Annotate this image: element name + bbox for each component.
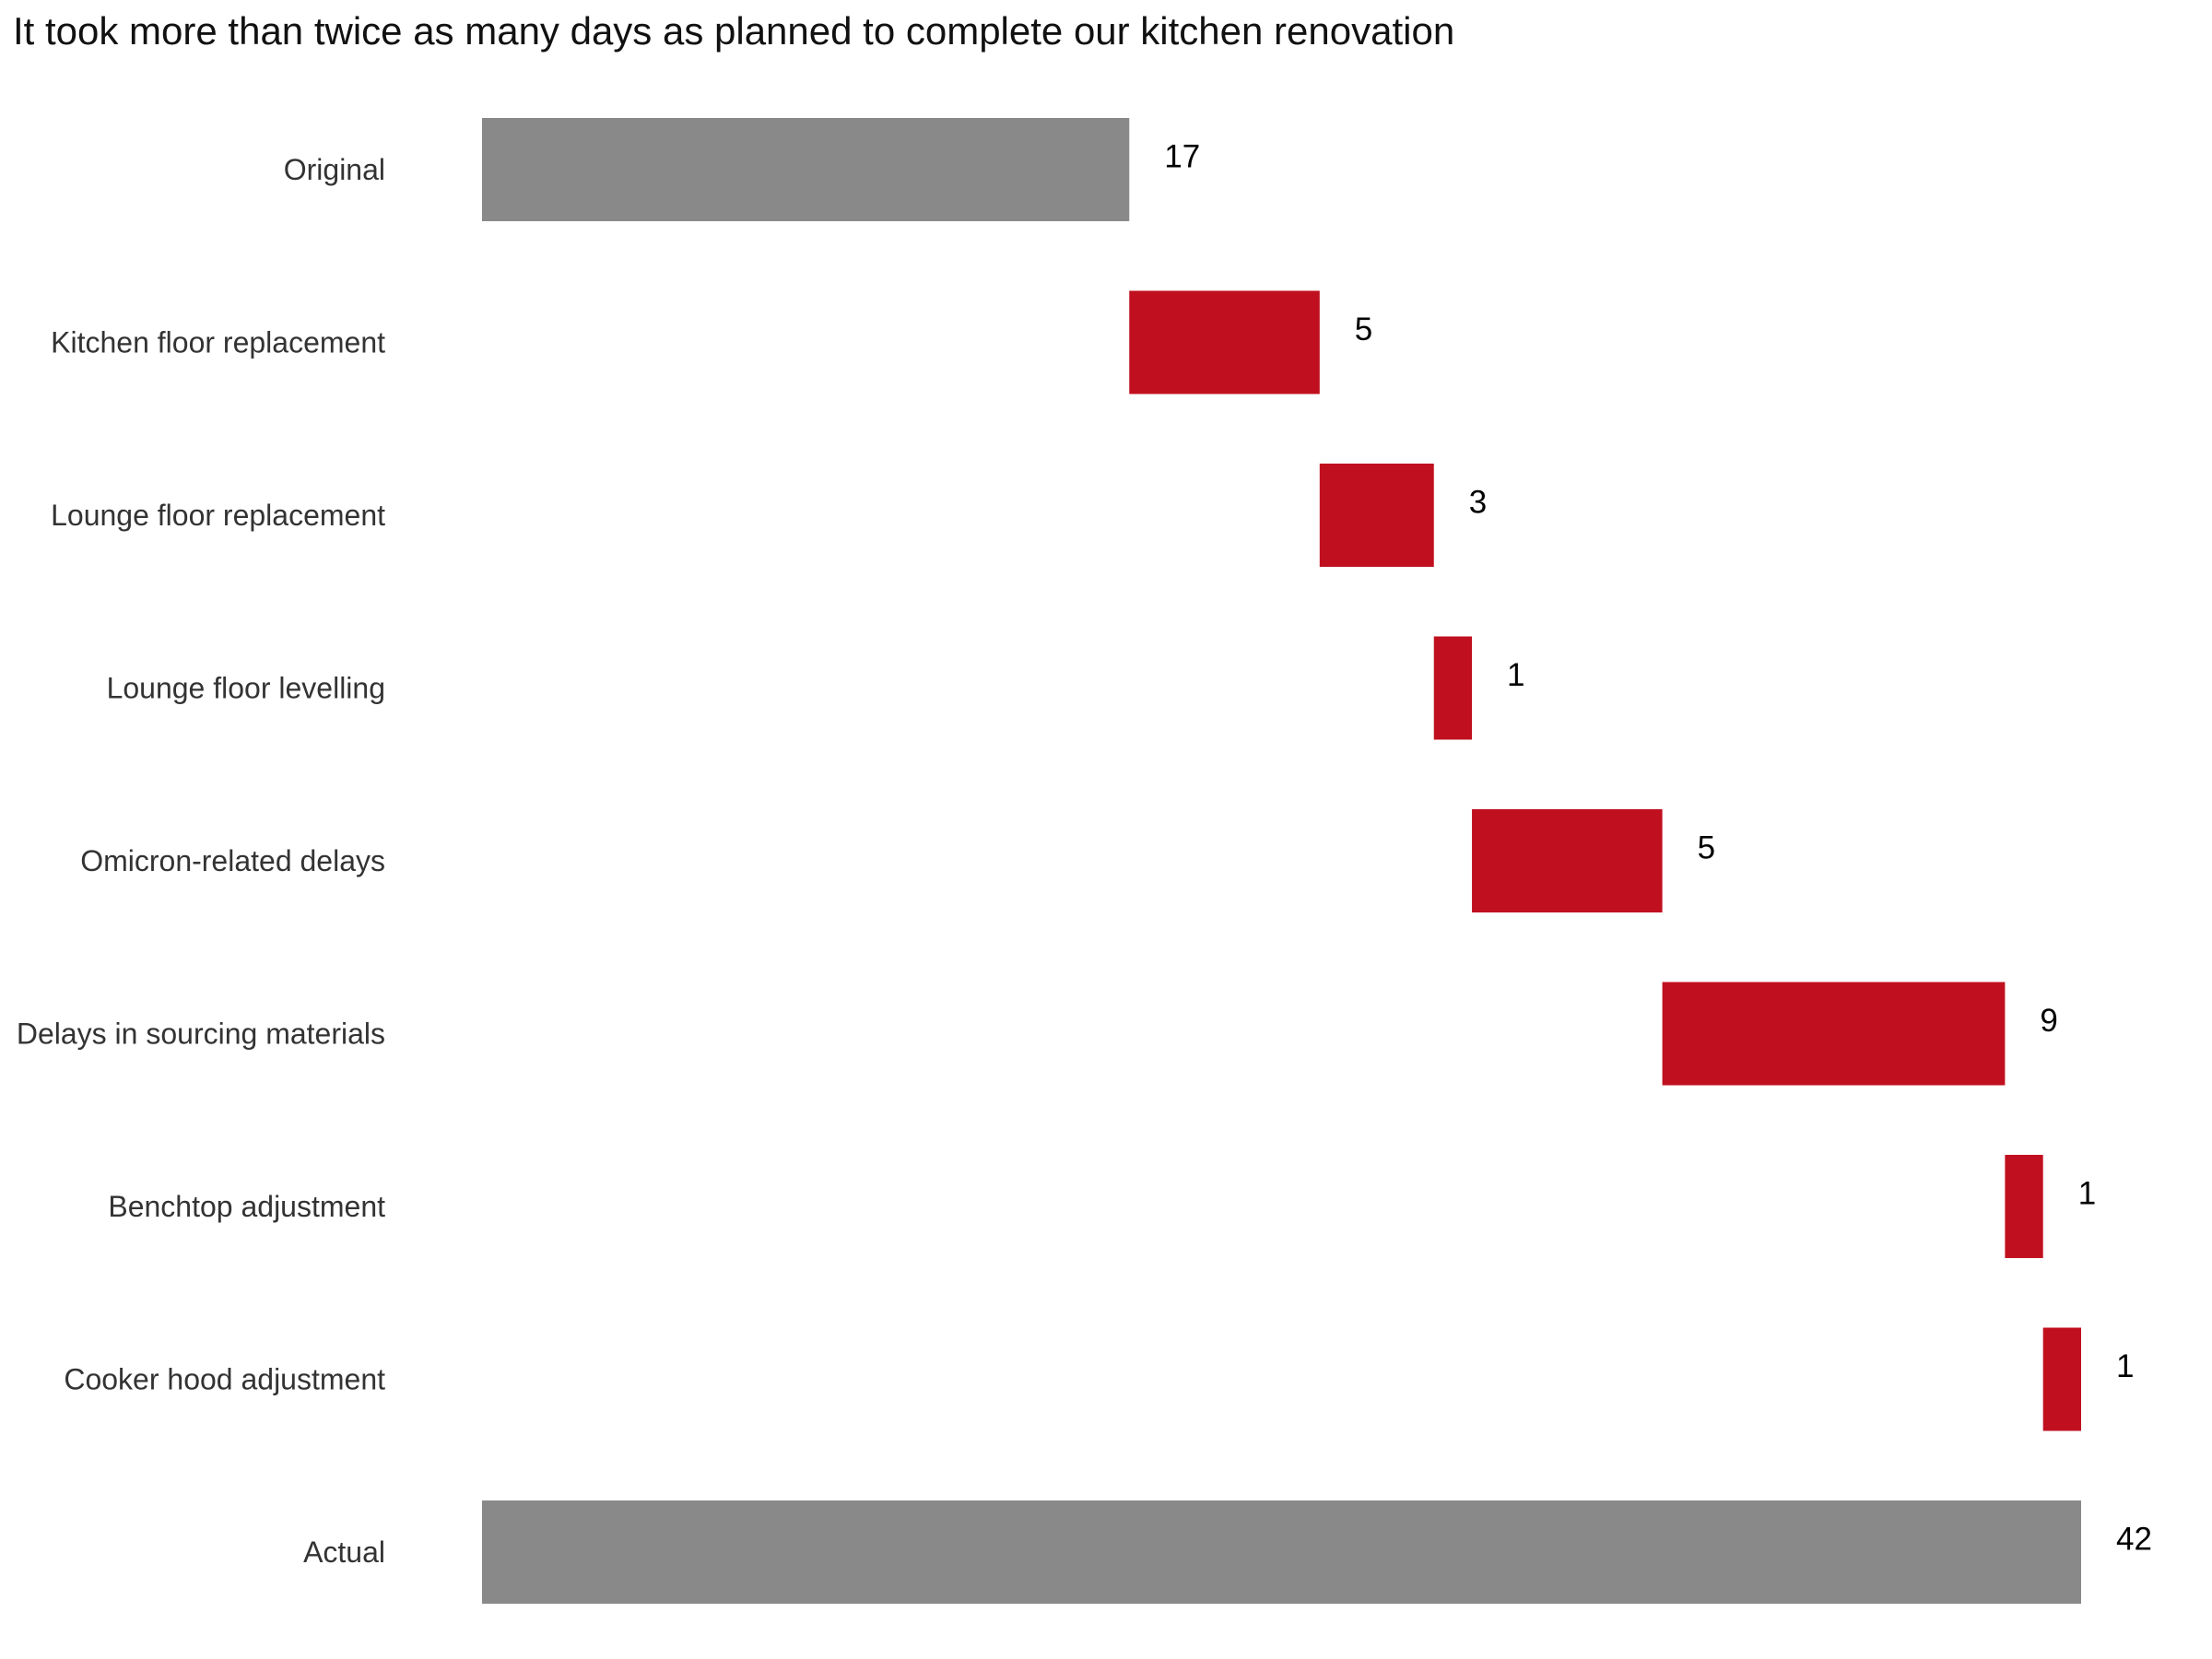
category-label-original: Original	[284, 153, 385, 186]
bar-actual	[482, 1500, 2081, 1604]
bars	[482, 118, 2081, 1604]
category-label-delays-in-sourcing-materials: Delays in sourcing materials	[17, 1018, 385, 1051]
value-label-original: 17	[1164, 139, 1200, 175]
bar-lounge-floor-replacement	[1319, 464, 1434, 567]
value-label-benchtop-adjustment: 1	[2078, 1176, 2096, 1212]
value-label-kitchen-floor-replacement: 5	[1355, 312, 1372, 347]
chart-title: It took more than twice as many days as …	[13, 9, 1455, 53]
bar-lounge-floor-levelling	[1433, 636, 1473, 740]
category-label-lounge-floor-replacement: Lounge floor replacement	[51, 499, 385, 532]
category-label-omicron-related-delays: Omicron-related delays	[80, 844, 385, 877]
category-labels: Original Kitchen floor replacement Lounge …	[17, 153, 385, 1569]
bar-cooker-hood-adjustment	[2042, 1327, 2081, 1431]
bar-omicron-related-delays	[1472, 809, 1663, 912]
bar-benchtop-adjustment	[2005, 1155, 2043, 1258]
bar-kitchen-floor-replacement	[1129, 290, 1320, 394]
value-label-lounge-floor-replacement: 3	[1469, 485, 1487, 521]
bar-delays-in-sourcing-materials	[1662, 982, 2006, 1086]
category-label-benchtop-adjustment: Benchtop adjustment	[108, 1190, 385, 1223]
value-label-delays-in-sourcing-materials: 9	[2040, 1003, 2057, 1039]
category-label-lounge-floor-levelling: Lounge floor levelling	[107, 672, 385, 705]
category-label-cooker-hood-adjustment: Cooker hood adjustment	[64, 1363, 385, 1396]
value-label-lounge-floor-levelling: 1	[1507, 657, 1524, 693]
category-label-kitchen-floor-replacement: Kitchen floor replacement	[51, 326, 385, 359]
value-label-omicron-related-delays: 5	[1698, 830, 1715, 866]
category-label-actual: Actual	[303, 1535, 385, 1569]
value-label-cooker-hood-adjustment: 1	[2116, 1348, 2134, 1384]
value-labels: 17 5 3 1 5 9 1 1 42	[1164, 139, 2152, 1558]
value-label-actual: 42	[2116, 1522, 2152, 1558]
bar-original	[482, 118, 1130, 221]
